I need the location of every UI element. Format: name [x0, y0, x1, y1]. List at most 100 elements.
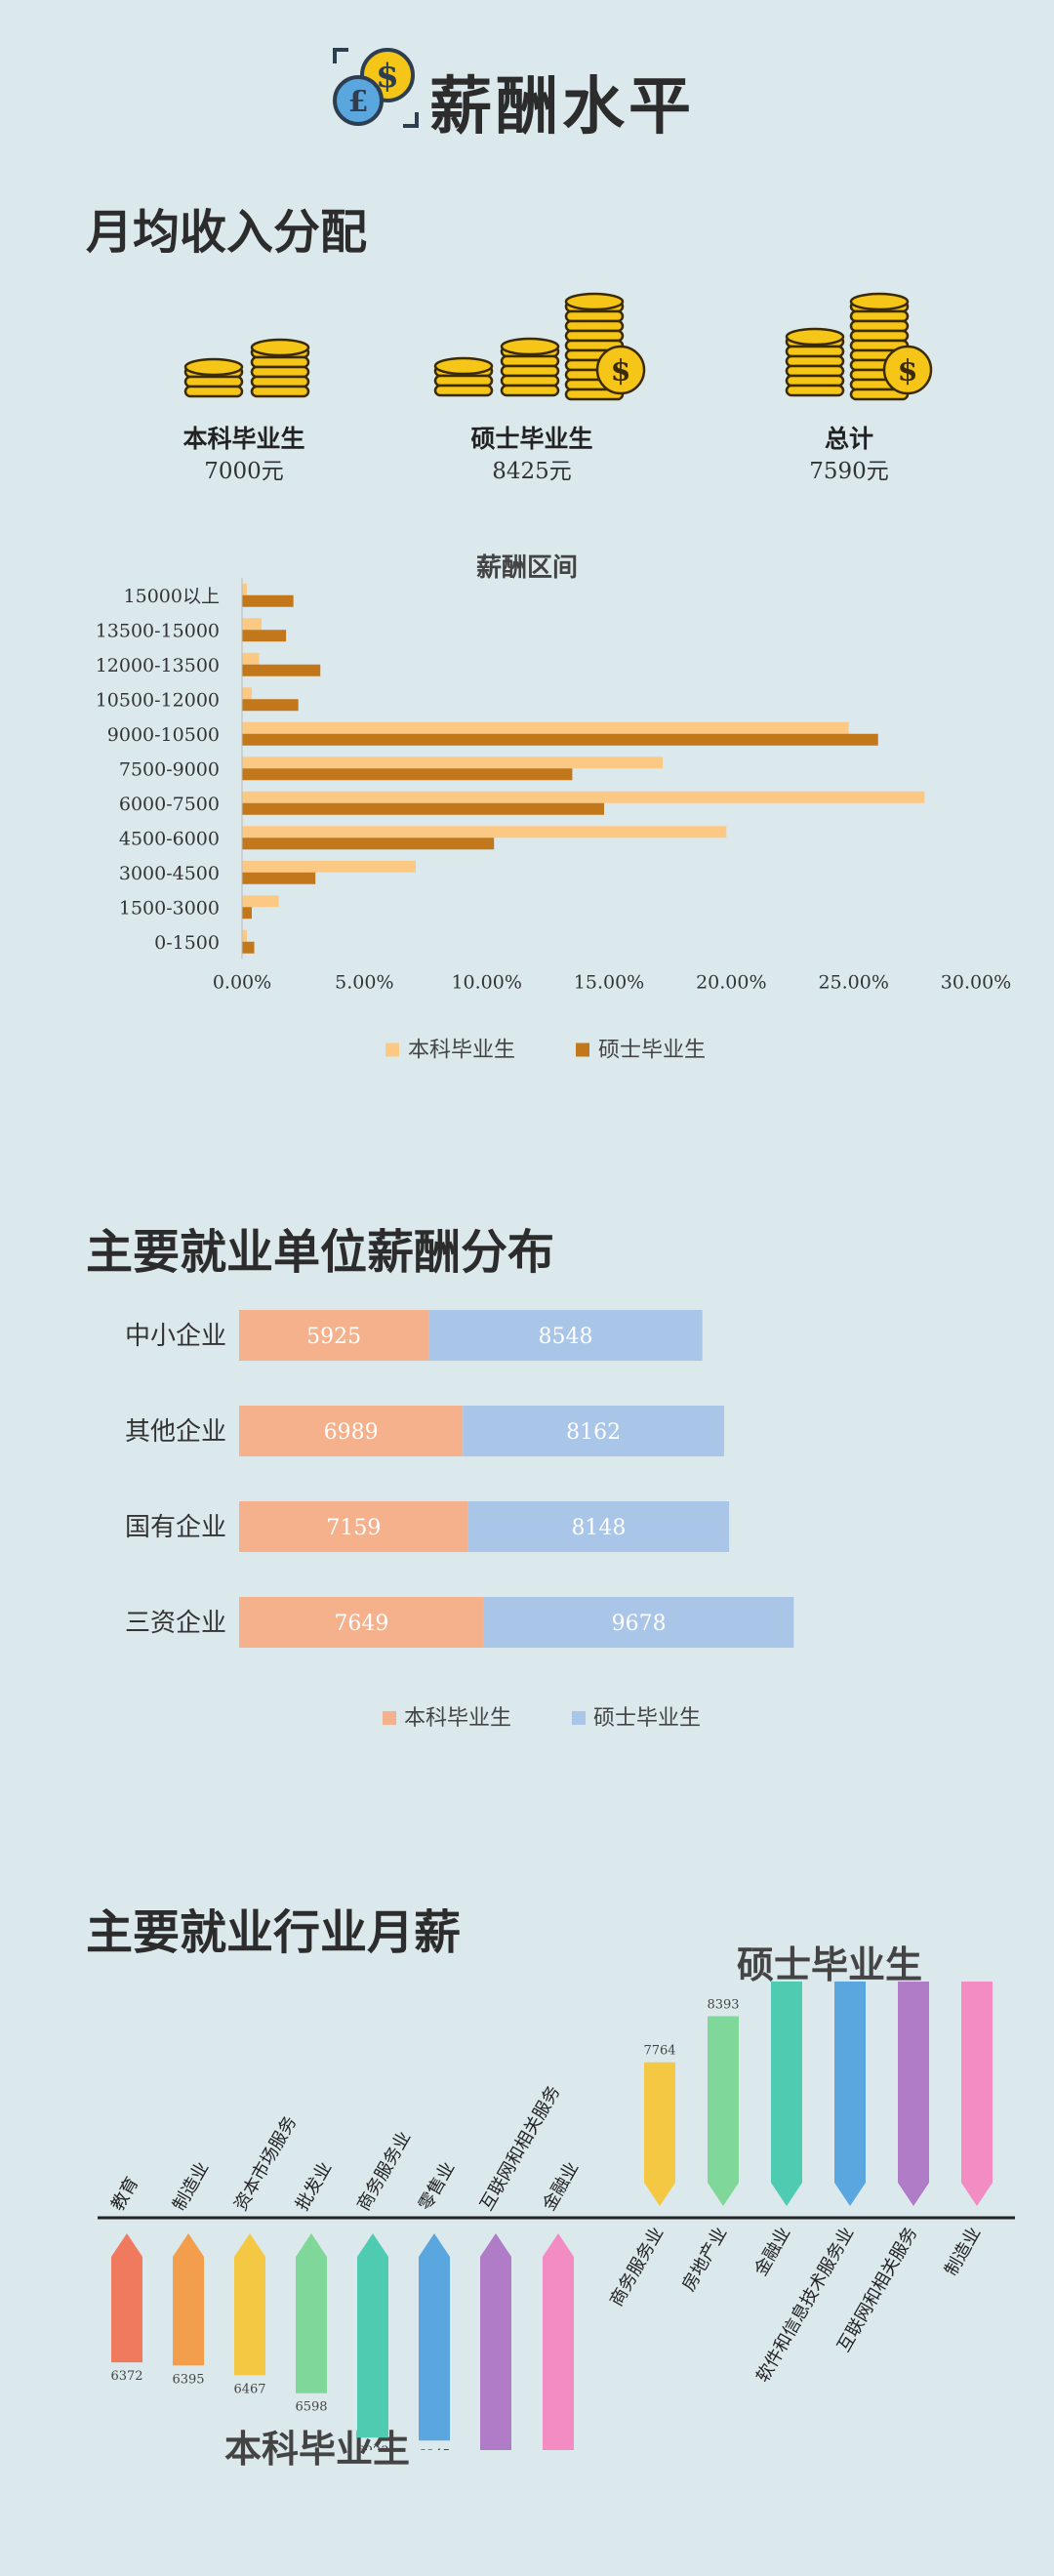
x-tick-label: 10.00%: [451, 972, 521, 994]
bar-bachelor-industry: [111, 2233, 142, 2363]
bar-master: [242, 733, 878, 746]
category-label: 7500-9000: [119, 758, 220, 780]
bar-bachelor-industry: [357, 2233, 388, 2438]
bar-bachelor: [242, 791, 925, 803]
bar-master-industry: [898, 1982, 929, 2206]
category-label: 资本市场服务: [230, 2112, 301, 2214]
bar-bachelor: [242, 687, 253, 700]
category-label: 其他企业: [125, 1417, 226, 1447]
legend-label-bachelor: 本科毕业生: [404, 1706, 511, 1731]
data-label-master: 8148: [571, 1516, 626, 1540]
bar-bachelor: [242, 826, 727, 838]
category-label: 1500-3000: [119, 897, 220, 919]
bar-bachelor: [239, 1310, 429, 1361]
bar-master: [242, 907, 253, 920]
income-label-bachelor: 本科毕业生: [182, 425, 305, 453]
bar-bachelor-industry: [173, 2233, 204, 2366]
master-industry-label: 硕士毕业生: [737, 1942, 923, 1986]
category-label: 金融业: [750, 2224, 794, 2279]
data-label: 6372: [110, 2369, 142, 2384]
bar-bachelor: [239, 1501, 468, 1552]
category-label: 国有企业: [125, 1513, 226, 1542]
page-header: $ £ 薪酬水平: [0, 39, 1054, 143]
bar-master: [242, 838, 495, 850]
coin-dollar-pound-icon: $ £: [333, 48, 419, 128]
data-label-bachelor: 7159: [326, 1516, 381, 1540]
bar-master: [242, 630, 287, 642]
bar-bachelor: [239, 1406, 464, 1456]
category-label: 商务服务业: [353, 2128, 415, 2214]
legend-label-master: 硕士毕业生: [593, 1706, 701, 1731]
category-label: 制造业: [169, 2158, 213, 2214]
category-label: 商务服务业: [606, 2224, 668, 2310]
x-tick-label: 20.00%: [696, 972, 766, 994]
data-label: 8393: [707, 1998, 739, 2013]
bar-master-industry: [771, 1982, 802, 2206]
x-tick-label: 5.00%: [335, 972, 393, 994]
data-label-bachelor: 7649: [334, 1612, 388, 1636]
bar-master: [242, 941, 255, 954]
income-value-master: 8425元: [492, 459, 572, 484]
svg-text:£: £: [348, 85, 369, 119]
category-label: 金融业: [539, 2158, 583, 2214]
data-label-bachelor: 6989: [324, 1420, 379, 1445]
data-label: 6923: [356, 2444, 388, 2450]
data-label: 7764: [643, 2044, 675, 2059]
bar-bachelor: [242, 618, 263, 631]
svg-text:$: $: [611, 354, 631, 388]
data-label: 6467: [233, 2382, 265, 2396]
legend-swatch-master: [572, 1711, 586, 1725]
category-label: 3000-4500: [119, 863, 220, 884]
bar-master: [242, 594, 294, 607]
coin-stack-icon: [183, 338, 310, 398]
bar-master: [428, 1310, 703, 1361]
x-tick-label: 25.00%: [818, 972, 888, 994]
category-label: 中小企业: [125, 1322, 226, 1351]
x-tick-label: 15.00%: [574, 972, 644, 994]
section-title-income: 月均收入分配: [86, 205, 368, 260]
bar-master-industry: [961, 1982, 993, 2206]
bar-bachelor-industry: [296, 2233, 327, 2393]
category-label: 10500-12000: [96, 689, 220, 711]
bar-bachelor: [242, 583, 248, 595]
data-label-master: 8162: [566, 1420, 621, 1445]
legend-label-bachelor: 本科毕业生: [408, 1039, 515, 1063]
bar-bachelor-industry: [480, 2233, 511, 2450]
bar-master: [467, 1501, 730, 1552]
legend-swatch-bachelor: [383, 1711, 396, 1725]
income-value-bachelor: 7000元: [204, 459, 284, 484]
bar-bachelor: [242, 860, 416, 873]
category-label: 6000-7500: [119, 794, 220, 815]
x-tick-label: 30.00%: [941, 972, 1011, 994]
legend-swatch-master: [576, 1043, 589, 1057]
bar-master-industry: [708, 2016, 739, 2206]
svg-text:$: $: [898, 354, 918, 388]
chart-title: 薪酬区间: [476, 553, 578, 583]
salary-range-chart: 薪酬区间 15000以上 13500-15000 12000-13500 10500-1…: [96, 553, 1012, 1063]
category-label: 三资企业: [125, 1609, 226, 1638]
bar-bachelor: [242, 895, 279, 908]
data-label: 6598: [295, 2400, 327, 2415]
bar-bachelor-industry: [419, 2233, 450, 2441]
category-label: 教育: [107, 2174, 142, 2215]
category-label: 12000-13500: [96, 655, 220, 676]
category-label: 15000以上: [124, 586, 220, 607]
bar-master: [242, 768, 573, 781]
category-label: 制造业: [941, 2224, 985, 2279]
data-label: 6395: [172, 2372, 204, 2387]
data-label-master: 9678: [612, 1612, 667, 1636]
bar-master-industry: [644, 2062, 675, 2206]
bar-master: [242, 664, 321, 676]
bar-bachelor: [242, 652, 260, 665]
category-label: 房地产业: [678, 2224, 731, 2295]
category-label: 零售业: [415, 2158, 459, 2214]
coin-stack-dollar-icon: $: [433, 292, 646, 401]
category-label: 0-1500: [154, 932, 220, 954]
bar-master: [463, 1406, 724, 1456]
bar-bachelor: [242, 929, 248, 942]
data-label: 6945: [418, 2447, 450, 2450]
data-label-master: 8548: [539, 1325, 593, 1349]
section-title-employer: 主要就业单位薪酬分布: [86, 1225, 555, 1280]
income-label-master: 硕士毕业生: [470, 425, 593, 453]
bar-bachelor-industry: [543, 2233, 574, 2450]
